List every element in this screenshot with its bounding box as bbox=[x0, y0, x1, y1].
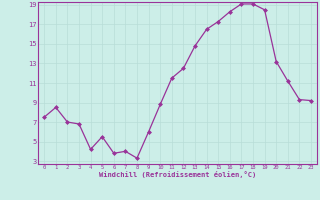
X-axis label: Windchill (Refroidissement éolien,°C): Windchill (Refroidissement éolien,°C) bbox=[99, 171, 256, 178]
